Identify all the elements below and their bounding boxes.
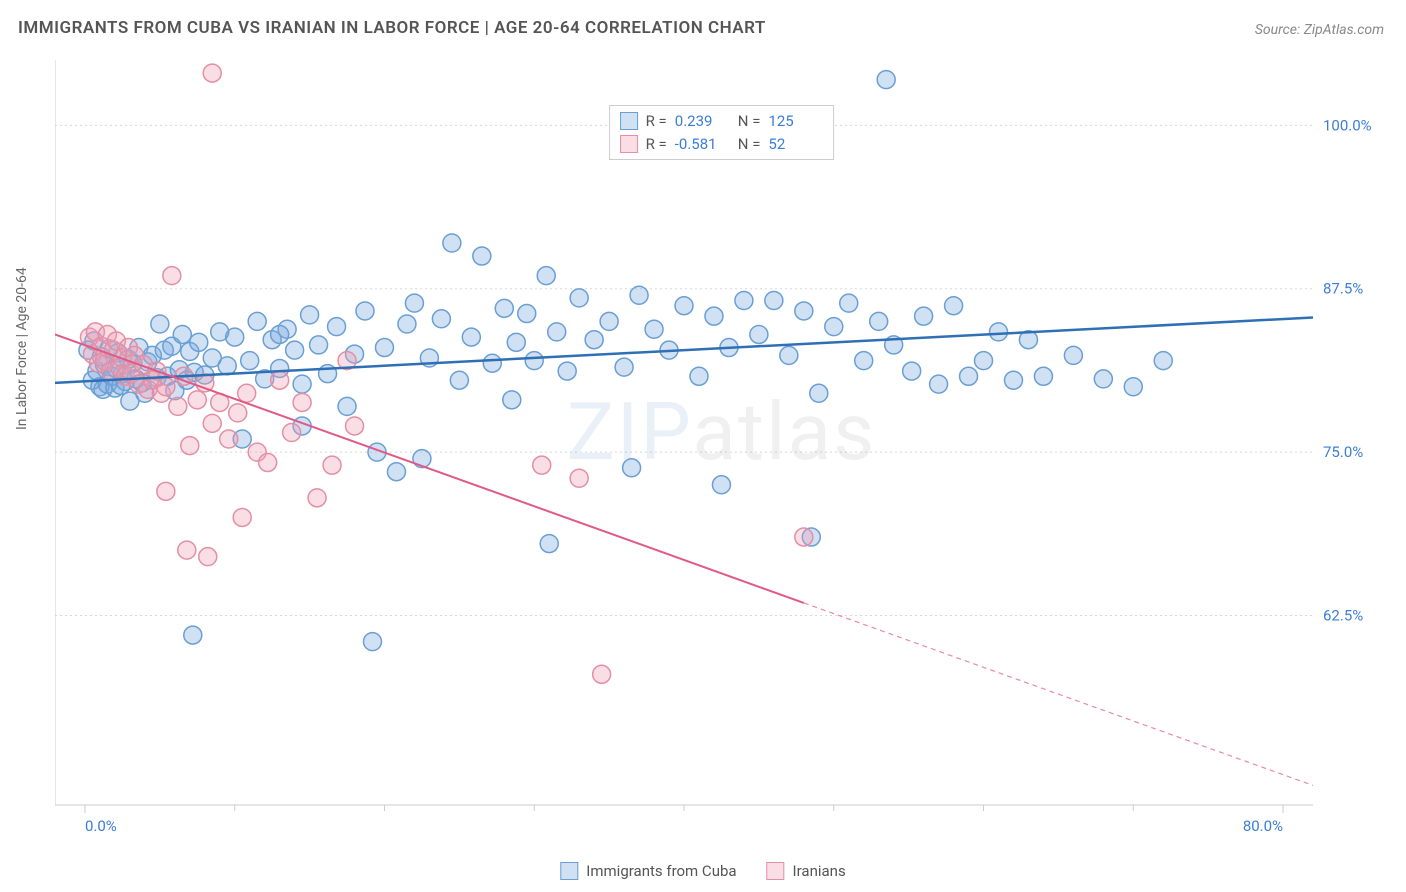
r-label: R = xyxy=(646,133,667,156)
legend-swatch-iranians xyxy=(767,862,785,880)
svg-text:0.0%: 0.0% xyxy=(85,817,117,835)
n-value: 125 xyxy=(768,110,823,133)
chart-svg: 62.5% 75.0% 87.5% 100.0% 0.0% 80.0% xyxy=(55,50,1388,845)
legend: Immigrants from Cuba Iranians xyxy=(560,862,845,880)
legend-swatch-cuba xyxy=(560,862,578,880)
source-label: Source: ZipAtlas.com xyxy=(1255,22,1384,38)
svg-text:87.5%: 87.5% xyxy=(1323,280,1363,298)
source-name: ZipAtlas.com xyxy=(1304,22,1384,38)
stats-swatch-iranians xyxy=(620,135,638,153)
svg-text:75.0%: 75.0% xyxy=(1323,443,1363,461)
legend-item: Iranians xyxy=(767,862,846,880)
chart-title: IMMIGRANTS FROM CUBA VS IRANIAN IN LABOR… xyxy=(18,18,766,38)
r-value: 0.239 xyxy=(675,110,730,133)
r-value: -0.581 xyxy=(675,133,730,156)
legend-label: Iranians xyxy=(793,862,846,880)
svg-text:100.0%: 100.0% xyxy=(1323,116,1372,134)
correlation-stats-box: R = 0.239 N = 125 R = -0.581 N = 52 xyxy=(609,105,835,160)
n-label: N = xyxy=(738,133,761,156)
stats-row: R = 0.239 N = 125 xyxy=(620,110,824,133)
n-label: N = xyxy=(738,110,761,133)
stats-swatch-cuba xyxy=(620,112,638,130)
legend-label: Immigrants from Cuba xyxy=(586,862,736,880)
n-value: 52 xyxy=(768,133,823,156)
y-axis-label: In Labor Force | Age 20-64 xyxy=(14,267,30,430)
svg-text:62.5%: 62.5% xyxy=(1323,606,1363,624)
legend-item: Immigrants from Cuba xyxy=(560,862,736,880)
source-prefix: Source: xyxy=(1255,22,1304,38)
scatter-chart: 62.5%75.0%87.5%100.0%0.0%80.0% ZIPatlas … xyxy=(55,50,1388,845)
stats-row: R = -0.581 N = 52 xyxy=(620,133,824,156)
r-label: R = xyxy=(646,110,667,133)
svg-text:80.0%: 80.0% xyxy=(1243,817,1283,835)
